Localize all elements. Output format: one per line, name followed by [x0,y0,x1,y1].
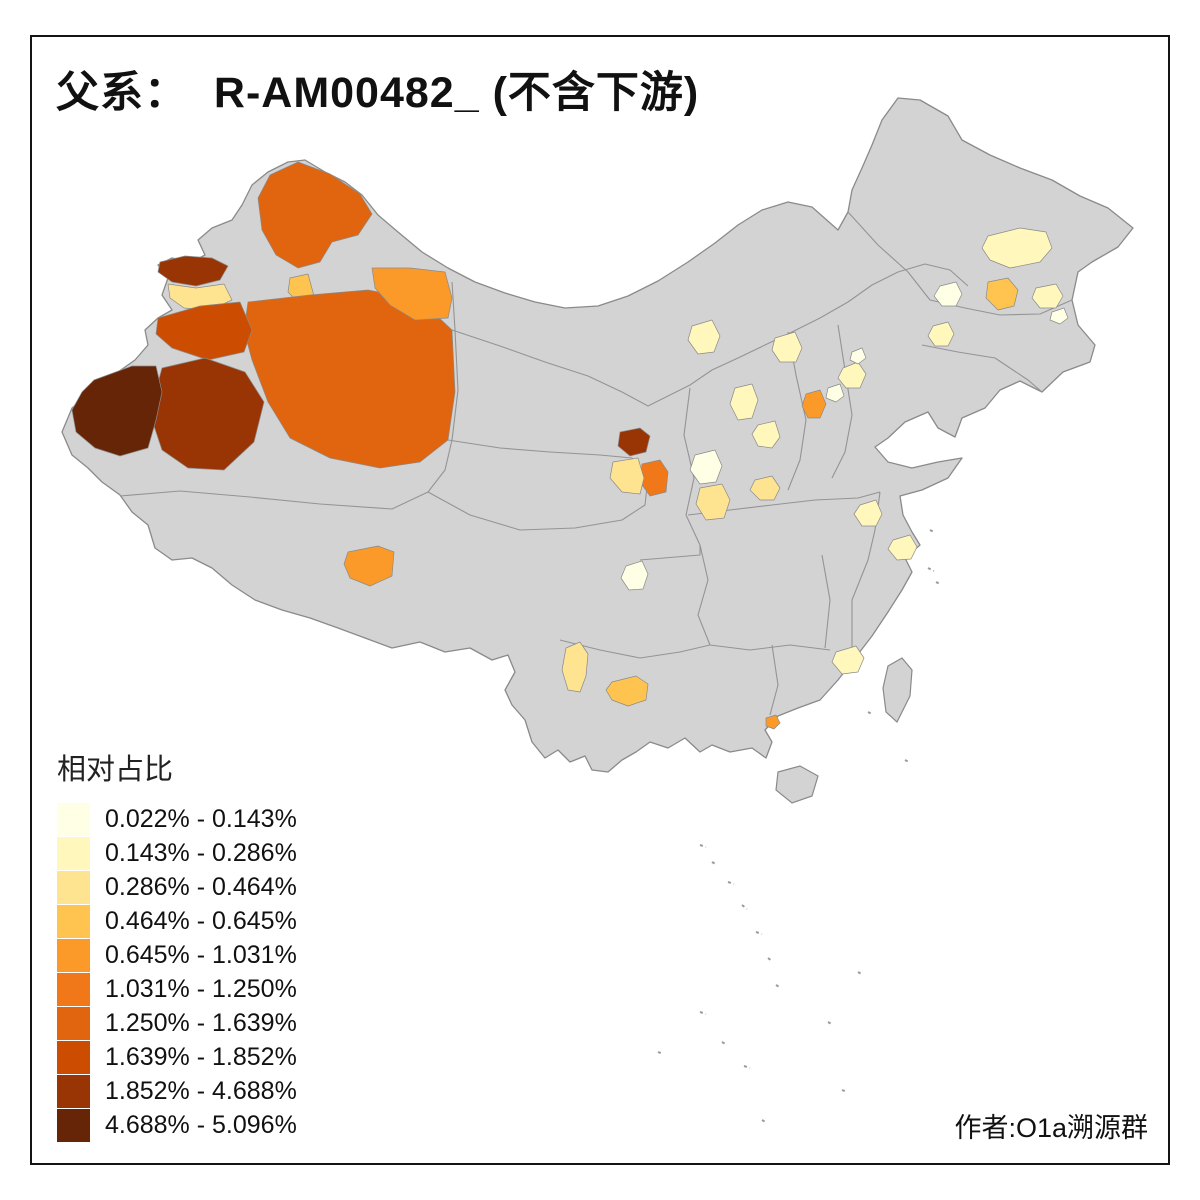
legend-swatch [57,904,90,938]
map-region-jiangxi [831,645,865,675]
legend-label: 1.639% - 1.852% [105,1042,297,1071]
map-region-yili [157,255,229,287]
legend-swatch [57,802,90,836]
legend: 相对占比 0.022% - 0.143% 0.143% - 0.286% 0.2… [57,746,297,1142]
legend-row: 4.688% - 5.096% [57,1108,297,1142]
map-region-heilongjiang-east [1031,283,1064,309]
legend-swatch [57,870,90,904]
map-region-neimenggu-west [687,319,721,355]
legend-row: 0.286% - 0.464% [57,870,297,904]
legend-row: 0.022% - 0.143% [57,802,297,836]
plot-frame [30,35,1170,1165]
legend-title: 相对占比 [57,754,174,786]
map-region-jilin [927,321,955,347]
legend-swatch [57,972,90,1006]
credit-text: 作者:O1a溯源群 [954,1113,1148,1143]
map-region-tibet-patch [343,545,395,587]
colored-regions [71,161,1069,730]
map-region-shandong [853,499,883,527]
map-region-shanxi-mid [729,383,759,421]
map-region-ningxia [751,420,781,449]
legend-label: 0.286% - 0.464% [105,872,297,901]
plot-title: 父系： R-AM00482_ (不含下游) [56,69,700,117]
map-region-henan-west [749,475,781,501]
legend-label: 1.852% - 4.688% [105,1076,297,1105]
map-region-shanxi-orange [801,389,827,419]
map-region-yunnan-west [561,641,589,693]
map-region-qiqihar [933,281,963,307]
map-region-heilongjiang-ne [1049,307,1069,325]
map-region-xinjiang-north [257,161,373,269]
legend-label: 0.464% - 0.645% [105,906,297,935]
map-region-hebei-small [825,383,845,403]
legend-row: 1.852% - 4.688% [57,1074,297,1108]
map-region-shaanxi-south [695,483,731,521]
map-region-beijing-north [849,347,867,365]
map-region-shaanxi-north [771,331,803,363]
legend-row: 1.031% - 1.250% [57,972,297,1006]
map-region-aksu [155,301,253,361]
legend-swatch [57,938,90,972]
legend-swatch [57,1006,90,1040]
taiwan-island [882,657,913,723]
legend-label: 1.031% - 1.250% [105,974,297,1003]
legend-label: 0.022% - 0.143% [105,804,297,833]
legend-label: 0.645% - 1.031% [105,940,297,969]
legend-swatch [57,1040,90,1074]
legend-swatch [57,1074,90,1108]
legend-swatch [57,836,90,870]
legend-row: 1.639% - 1.852% [57,1040,297,1074]
legend-row: 0.464% - 0.645% [57,904,297,938]
map-region-gansu-dark [617,427,651,457]
mainland-outline [61,97,1134,773]
south-china-sea-islets [657,529,941,1124]
map-region-chengdu [620,560,649,591]
map-region-hami [371,267,453,321]
map-region-guangdong-dot [765,714,781,730]
hainan-island [775,765,819,804]
map-region-kunming [605,675,649,707]
map-region-kashgar [71,365,163,457]
map-region-harbin [985,277,1019,311]
map-region-qinghai-pale [609,457,645,495]
legend-row: 1.250% - 1.639% [57,1006,297,1040]
legend-row: 0.143% - 0.286% [57,836,297,870]
map-region-heilongjiang-north [981,227,1053,269]
legend-label: 0.143% - 0.286% [105,838,297,867]
legend-label: 1.250% - 1.639% [105,1008,297,1037]
legend-swatch [57,1108,90,1142]
legend-label: 4.688% - 5.096% [105,1110,297,1139]
legend-row: 0.645% - 1.031% [57,938,297,972]
map-region-shanghai [887,534,918,561]
map-region-shaanxi-mid [689,449,723,485]
